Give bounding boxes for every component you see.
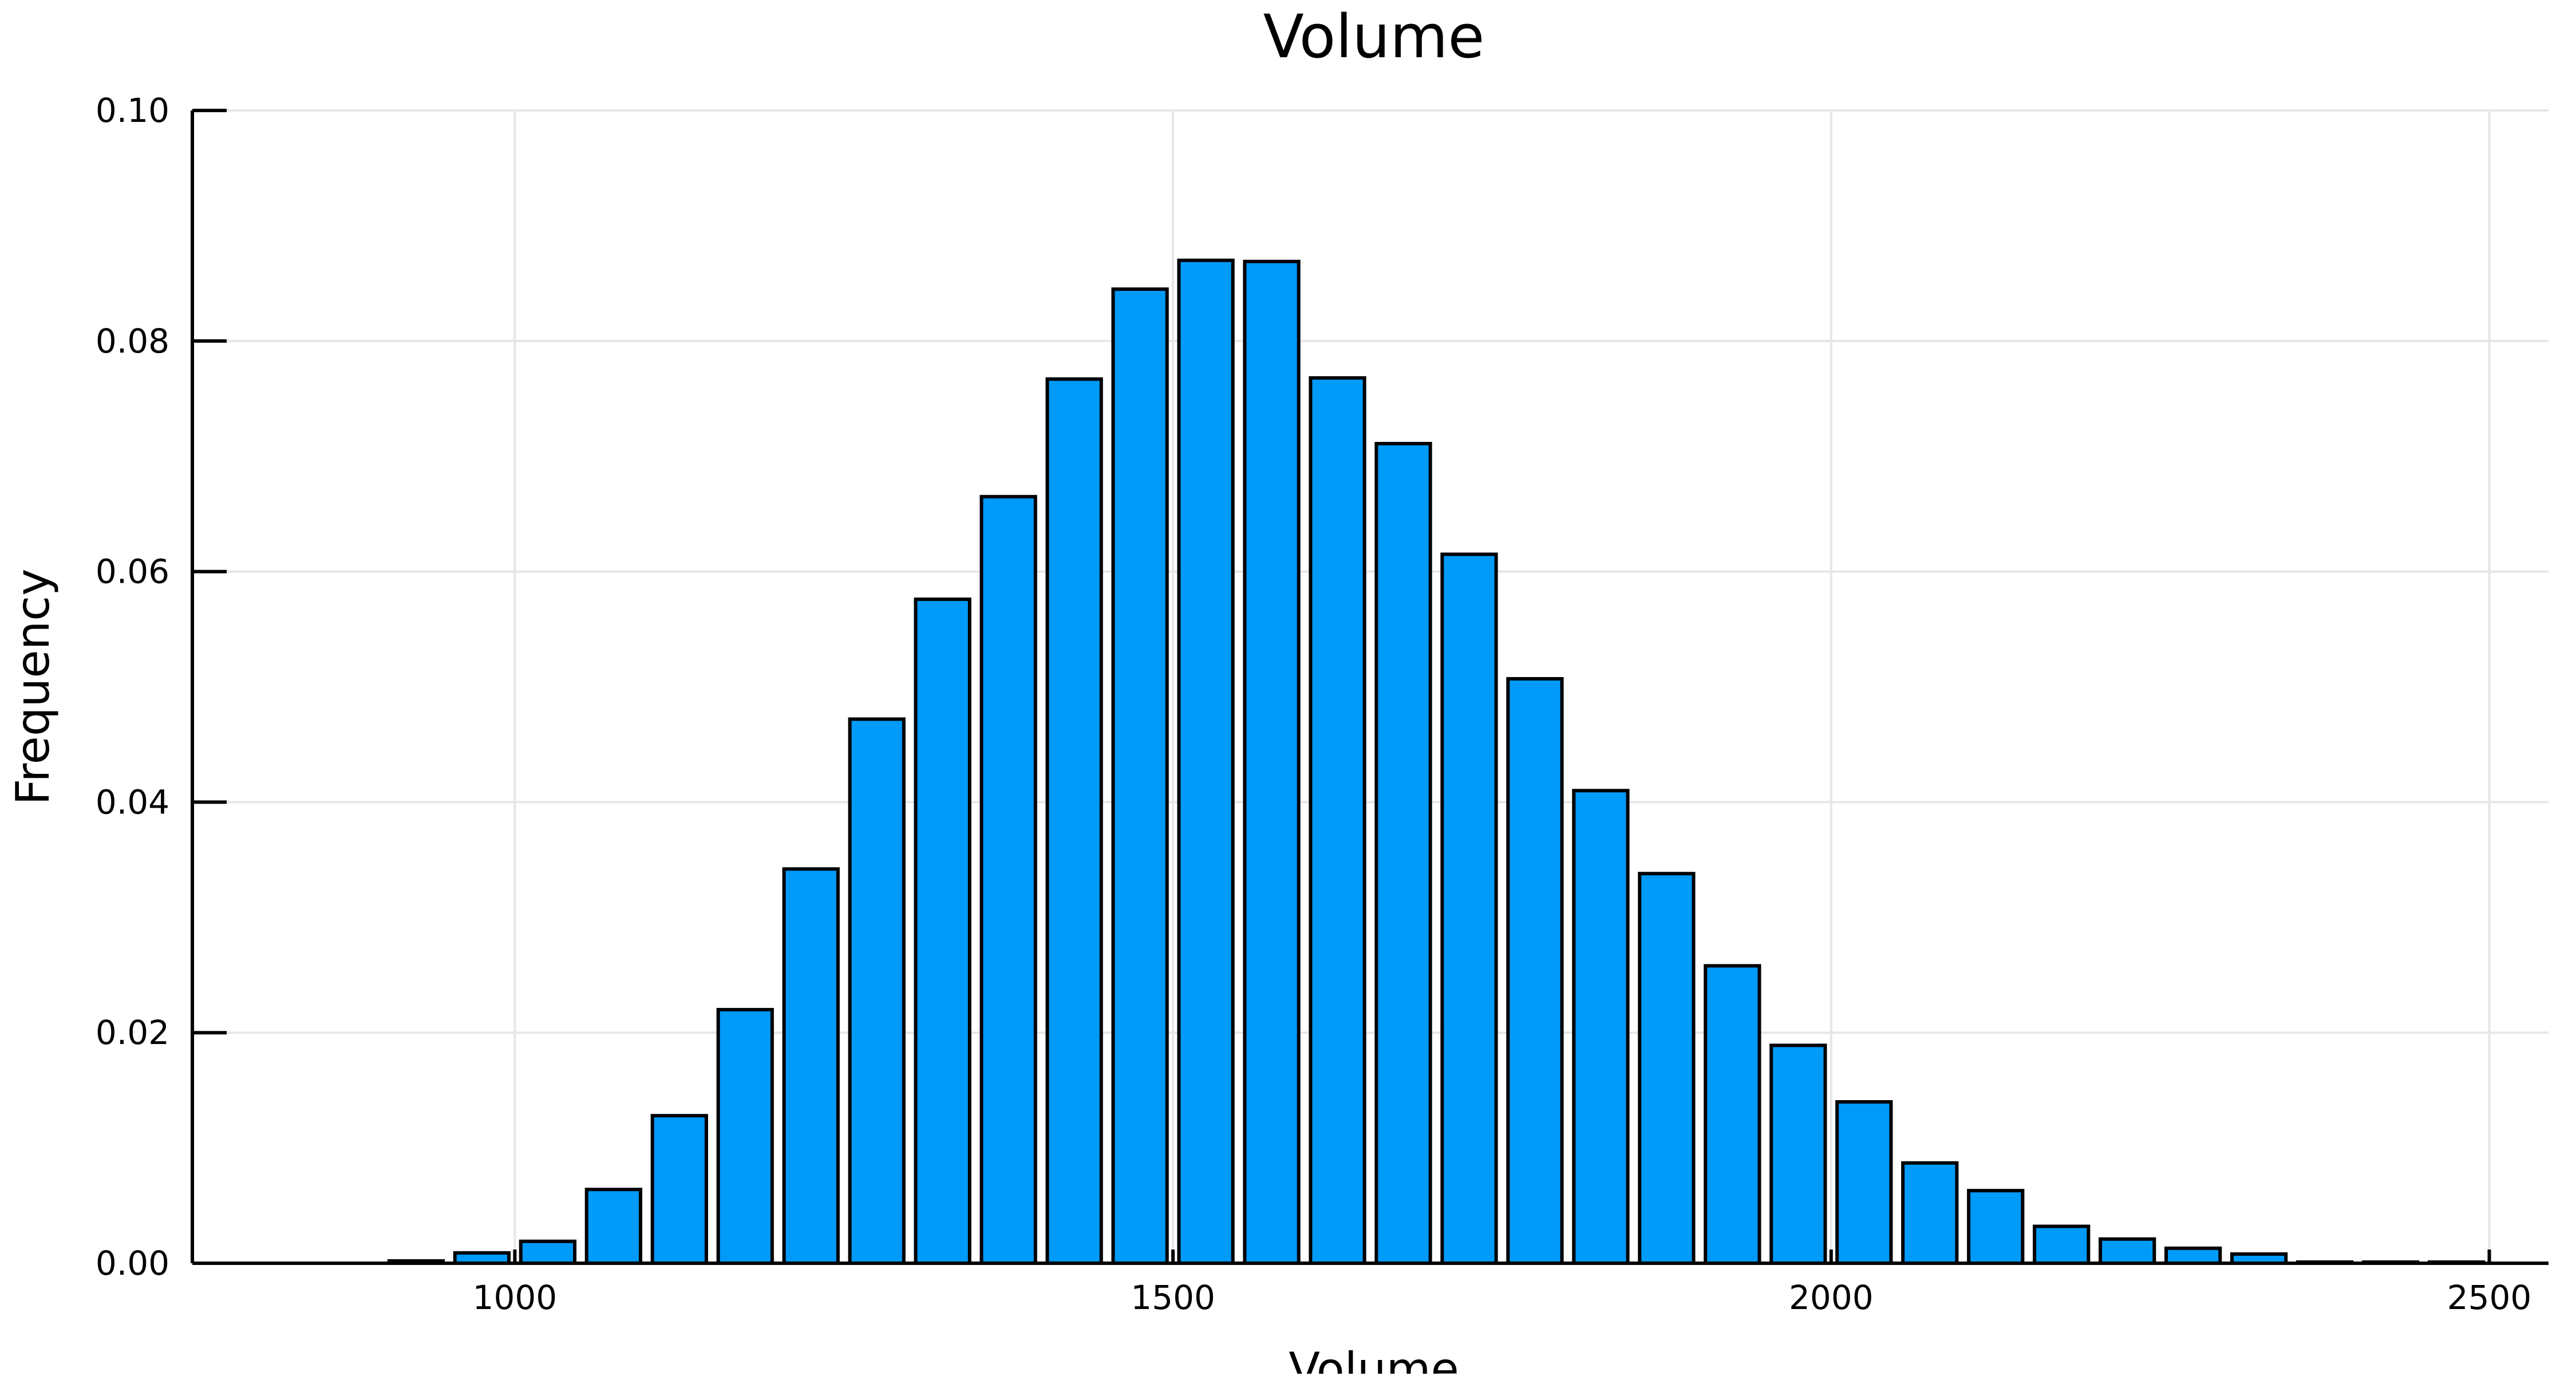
histogram-bar (1374, 442, 1432, 1265)
x-tick-label: 1500 (1131, 1278, 1215, 1317)
x-axis-label: Volume (1289, 1343, 1459, 1374)
grid-layer (192, 109, 2549, 1264)
histogram-bar (519, 1239, 576, 1265)
histogram-bar (1177, 258, 1235, 1266)
histogram-bar (1572, 789, 1630, 1265)
histogram-bar (1045, 377, 1103, 1266)
histogram-bar (848, 717, 906, 1265)
histogram-bar (1638, 872, 1696, 1265)
histogram-bar (1835, 1100, 1893, 1266)
x-tick-label: 1000 (473, 1278, 558, 1317)
histogram-bar (650, 1114, 708, 1265)
histogram-bar (1309, 376, 1366, 1265)
y-axis-label: Frequency (6, 568, 60, 805)
histogram-bar (2099, 1237, 2156, 1266)
ticks-layer: 1000 1500 2000 2500 0.00 0.02 0.04 0.06 0.08 0.10 (96, 91, 2531, 1317)
histogram-bar (979, 495, 1037, 1266)
y-tick-label: 0.06 (96, 552, 169, 591)
histogram-bar (782, 867, 840, 1266)
histogram-bar (2164, 1246, 2222, 1266)
histogram-bar (1704, 964, 1761, 1265)
axes-layer (191, 110, 2549, 1265)
histogram-bar (1506, 677, 1564, 1265)
bars-layer (387, 258, 2486, 1266)
y-tick-label: 0.00 (96, 1244, 169, 1283)
histogram-bar (1243, 259, 1301, 1266)
y-tick-label: 0.02 (96, 1013, 169, 1052)
chart-title: Volume (1263, 2, 1485, 72)
histogram-bar (1769, 1043, 1827, 1265)
y-tick-label: 0.08 (96, 322, 169, 361)
histogram-bar (1111, 287, 1169, 1265)
x-tick-label: 2500 (2447, 1278, 2532, 1317)
y-tick-label: 0.10 (96, 91, 169, 130)
histogram-bar (914, 597, 971, 1265)
histogram-bar (1901, 1161, 1959, 1265)
histogram-bar (584, 1188, 642, 1265)
y-tick-label: 0.04 (96, 782, 169, 821)
histogram-bar (1440, 552, 1498, 1265)
histogram-bar (716, 1007, 774, 1266)
histogram-bar (2033, 1224, 2091, 1265)
histogram-bar (1967, 1189, 2025, 1265)
x-tick-label: 2000 (1789, 1278, 1874, 1317)
